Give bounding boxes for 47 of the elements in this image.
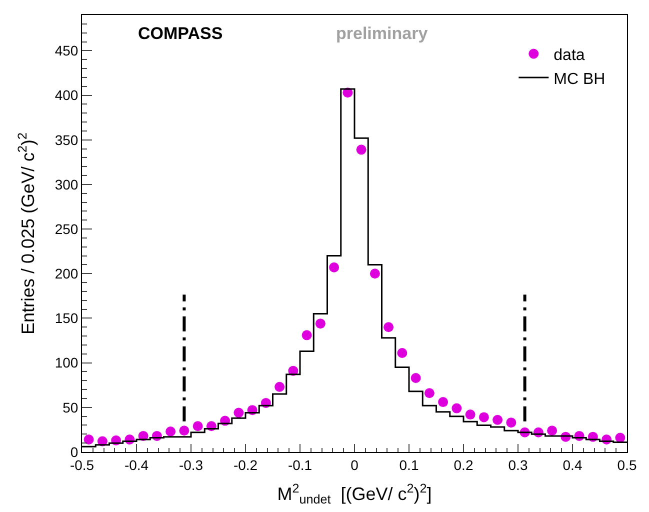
point [84, 434, 94, 445]
x-tick-label: 0.3 [508, 456, 528, 473]
y-tick-label: 100 [54, 354, 78, 371]
y-tick-label: 200 [54, 266, 78, 282]
x-tick-label: 0 [350, 456, 359, 473]
x-tick-label: -0.3 [178, 456, 204, 473]
annotation: COMPASS [138, 24, 223, 43]
x-tick-label: 0.5 [617, 456, 637, 473]
x-tick-label: 0.2 [454, 456, 474, 473]
point [410, 372, 421, 383]
x-tick-label: 0.1 [399, 456, 419, 473]
x-tick-label: -0.1 [288, 456, 312, 473]
point [384, 322, 394, 332]
legend-label: MC BH [554, 70, 606, 88]
legend-label: data [554, 46, 585, 64]
x-tick-label: -0.4 [124, 456, 149, 473]
annotation: preliminary [336, 24, 428, 43]
point [329, 262, 340, 272]
x-tick-label: -0.2 [233, 456, 258, 473]
y-tick-label: 400 [54, 87, 78, 104]
point [234, 408, 244, 418]
point [547, 426, 558, 436]
point [315, 318, 326, 329]
point [192, 421, 203, 432]
y-tick-label: 350 [54, 132, 78, 148]
point [274, 382, 285, 392]
point [506, 418, 516, 428]
point [452, 403, 462, 414]
y-tick-label: 300 [54, 176, 78, 192]
point [478, 412, 489, 422]
point [356, 144, 366, 155]
point [615, 432, 626, 443]
point [302, 330, 312, 340]
point [166, 426, 176, 436]
y-tick-label: 250 [54, 220, 78, 237]
point [492, 414, 503, 425]
point [370, 268, 380, 279]
y-tick-label: 450 [54, 42, 78, 59]
x-tick-label: 0.4 [562, 456, 582, 473]
y-tick-label: 150 [54, 310, 78, 326]
x-axis-title: M$^{2}$$_{undet}$ [(GeV/ c$^{2}$)$^{2}$] [277, 481, 432, 507]
point [424, 388, 434, 398]
point [465, 410, 476, 420]
point [397, 348, 408, 358]
point [438, 397, 448, 408]
point [179, 426, 190, 436]
y-tick-label: 50 [62, 399, 78, 416]
